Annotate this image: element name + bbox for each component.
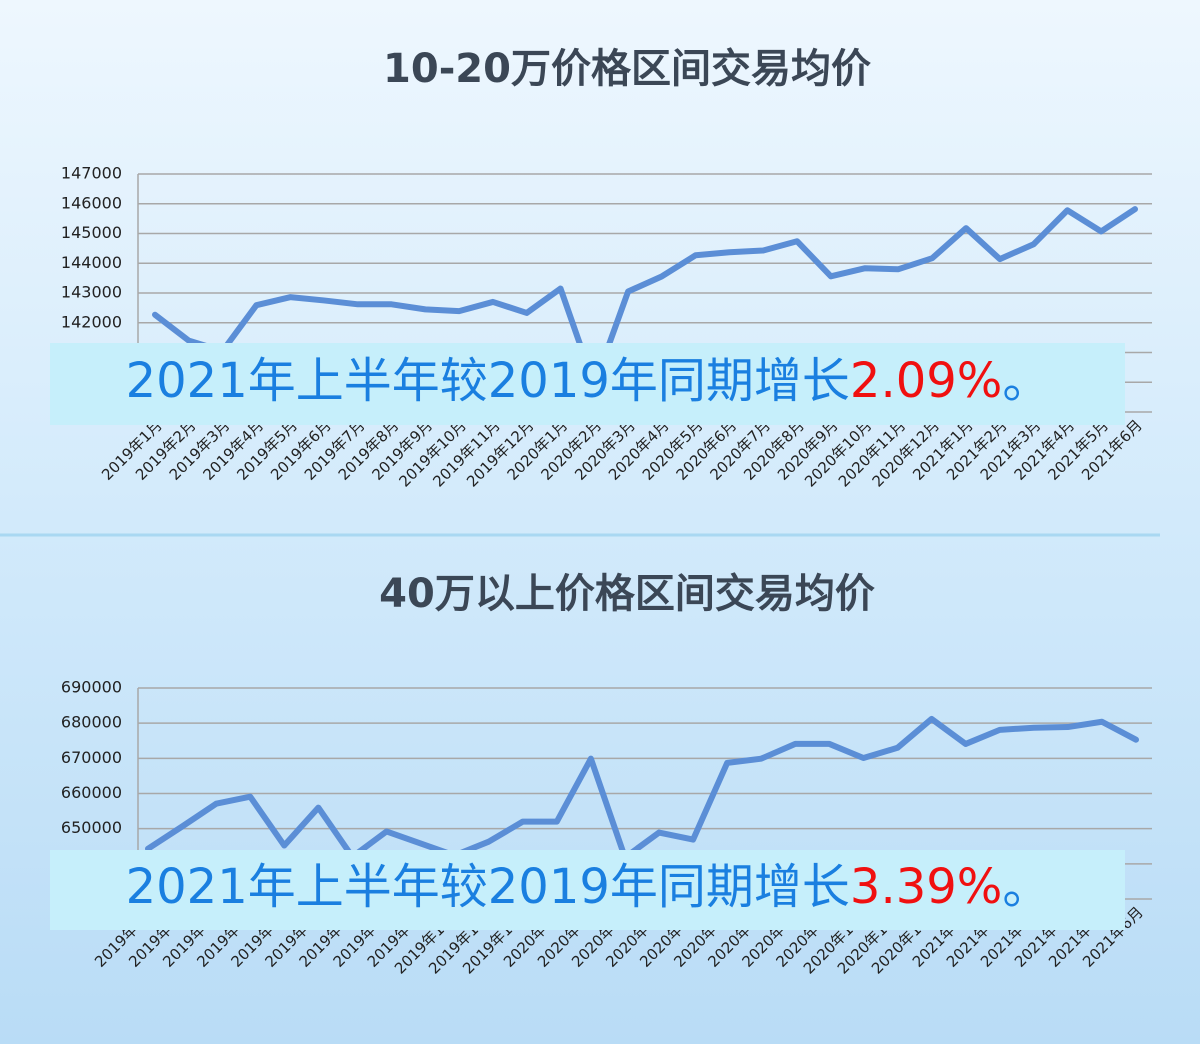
y-tick-label: 650000 bbox=[61, 818, 122, 837]
y-tick-label: 143000 bbox=[61, 283, 122, 302]
chart: 40万以上价格区间交易均价630000640000650000660000670… bbox=[50, 571, 1152, 978]
chart: 10-20万价格区间交易均价13900014000014100014200014… bbox=[50, 46, 1152, 491]
annotation-text: 2021年上半年较2019年同期增长 bbox=[126, 353, 850, 409]
chart-title: 10-20万价格区间交易均价 bbox=[383, 46, 871, 92]
annotation-banner bbox=[50, 343, 1125, 425]
annotation-end: 。 bbox=[1002, 859, 1050, 915]
annotation-banner bbox=[50, 850, 1125, 930]
annotation-highlight: 2.09% bbox=[850, 353, 1002, 409]
y-tick-label: 680000 bbox=[61, 713, 122, 732]
y-tick-label: 147000 bbox=[61, 164, 122, 183]
y-tick-label: 146000 bbox=[61, 193, 122, 212]
y-tick-label: 142000 bbox=[61, 312, 122, 331]
annotation-highlight: 3.39% bbox=[850, 859, 1002, 915]
y-tick-label: 670000 bbox=[61, 748, 122, 767]
y-tick-label: 145000 bbox=[61, 223, 122, 242]
y-tick-label: 144000 bbox=[61, 253, 122, 272]
series-line bbox=[145, 715, 1139, 861]
y-tick-label: 660000 bbox=[61, 783, 122, 802]
y-tick-label: 690000 bbox=[61, 678, 122, 697]
annotation-end: 。 bbox=[1002, 353, 1050, 409]
annotation-text: 2021年上半年较2019年同期增长 bbox=[126, 859, 850, 915]
annotation: 2021年上半年较2019年同期增长2.09%。 bbox=[126, 353, 1051, 409]
annotation: 2021年上半年较2019年同期增长3.39%。 bbox=[126, 859, 1051, 915]
chart-title: 40万以上价格区间交易均价 bbox=[379, 571, 875, 617]
series-line bbox=[152, 206, 1138, 389]
